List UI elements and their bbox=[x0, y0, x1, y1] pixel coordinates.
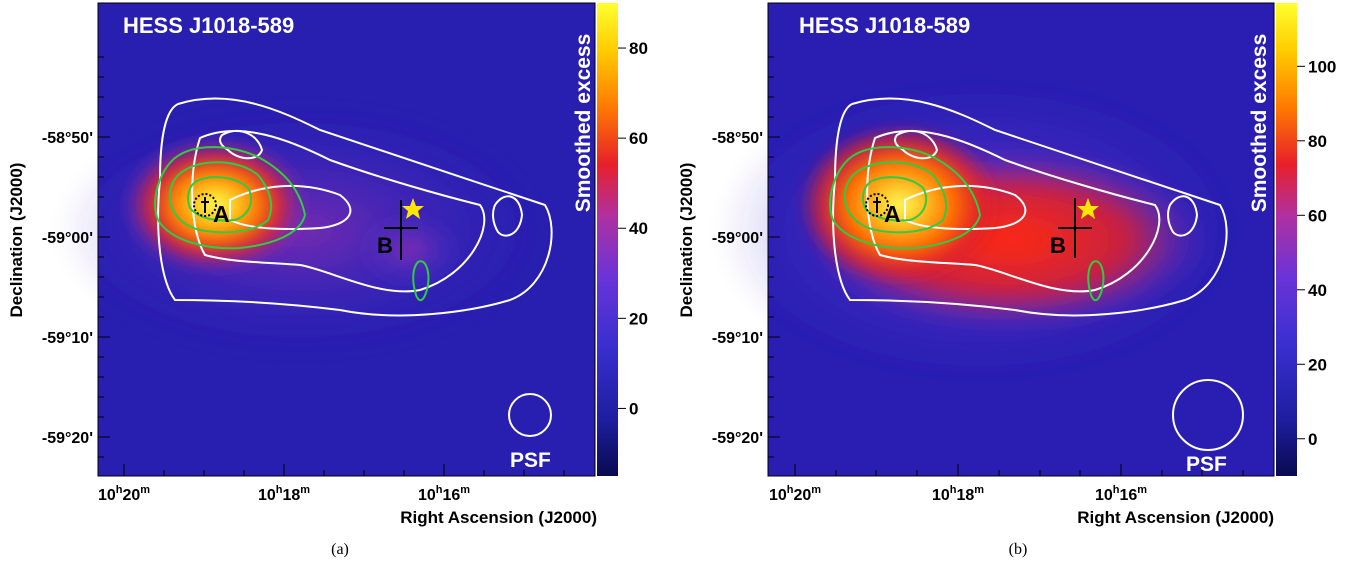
x-axis-label: Right Ascension (J2000) bbox=[400, 508, 597, 527]
x-tick-label: 10h20m bbox=[98, 484, 150, 504]
source-b-label: B bbox=[377, 233, 393, 258]
colorbar-tick-label: 40 bbox=[629, 219, 648, 238]
colorbar-ticks: 100 80 60 40 20 0 bbox=[1297, 57, 1336, 449]
x-axis bbox=[123, 464, 565, 476]
map-title: HESS J1018-589 bbox=[123, 13, 294, 38]
panel-b: A B PSF HESS J1018-589 -58°50' -59°00' -… bbox=[677, 2, 1336, 558]
green-contours bbox=[829, 146, 1105, 302]
white-contours bbox=[832, 97, 1228, 317]
colorbar-tick-label: 80 bbox=[629, 39, 648, 58]
y-tick-label: -58°50' bbox=[712, 130, 763, 147]
y-tick-label: -59°00' bbox=[712, 230, 763, 247]
colorbar-tick-label: 100 bbox=[1308, 57, 1336, 76]
colorbar-tick-label: 20 bbox=[629, 309, 648, 328]
y-tick-label: -59°00' bbox=[42, 230, 93, 247]
x-axis bbox=[794, 464, 1244, 476]
x-axis-label: Right Ascension (J2000) bbox=[1077, 508, 1274, 527]
colorbar-tick-label: 60 bbox=[629, 129, 648, 148]
source-a-circle bbox=[865, 193, 889, 217]
y-axis-label: Declination (J2000) bbox=[7, 163, 26, 318]
star-icon bbox=[402, 198, 424, 219]
x-tick-label: 10h18m bbox=[258, 484, 310, 504]
colorbar-tick-label: 60 bbox=[1308, 206, 1327, 225]
colorbar bbox=[597, 3, 618, 476]
x-tick-label: 10h16m bbox=[418, 484, 470, 504]
colorbar-tick-label: 20 bbox=[1308, 355, 1327, 374]
y-tick-label: -59°10' bbox=[42, 330, 93, 347]
colorbar-tick-label: 40 bbox=[1308, 281, 1327, 300]
panel-a: A B PSF HESS J1018-589 -58°50' -59°00' -… bbox=[7, 2, 648, 558]
colorbar-title: Smoothed excess bbox=[572, 34, 595, 213]
panel-caption: (b) bbox=[1009, 541, 1028, 558]
colorbar-title: Smoothed excess bbox=[1248, 34, 1271, 213]
map-title: HESS J1018-589 bbox=[799, 13, 970, 38]
colorbar-tick-label: 0 bbox=[629, 399, 638, 418]
colorbar-ticks: 80 60 40 20 0 bbox=[618, 39, 648, 418]
psf-circle bbox=[1172, 379, 1244, 451]
source-a-label: A bbox=[213, 201, 230, 227]
source-b-label: B bbox=[1050, 233, 1066, 258]
green-contours bbox=[154, 146, 430, 302]
y-axis-label: Declination (J2000) bbox=[677, 163, 696, 318]
y-tick-label: -58°50' bbox=[42, 130, 93, 147]
y-tick-label: -59°20' bbox=[712, 430, 763, 447]
x-tick-label: 10h16m bbox=[1095, 484, 1147, 504]
panel-caption: (a) bbox=[331, 541, 349, 558]
psf-circle bbox=[508, 393, 552, 437]
colorbar bbox=[1276, 3, 1297, 476]
colorbar-tick-label: 0 bbox=[1308, 430, 1317, 449]
psf-label: PSF bbox=[510, 449, 551, 472]
y-axis bbox=[98, 56, 110, 458]
y-tick-label: -59°10' bbox=[712, 330, 763, 347]
source-a-circle bbox=[193, 193, 217, 217]
y-tick-label: -59°20' bbox=[42, 430, 93, 447]
source-a-label: A bbox=[884, 201, 901, 227]
colorbar-tick-label: 80 bbox=[1308, 132, 1327, 151]
star-icon bbox=[1077, 198, 1099, 219]
psf-label: PSF bbox=[1186, 453, 1227, 476]
x-tick-label: 10h20m bbox=[769, 484, 821, 504]
y-axis bbox=[768, 56, 780, 458]
x-tick-label: 10h18m bbox=[932, 484, 984, 504]
white-contours bbox=[157, 97, 553, 317]
